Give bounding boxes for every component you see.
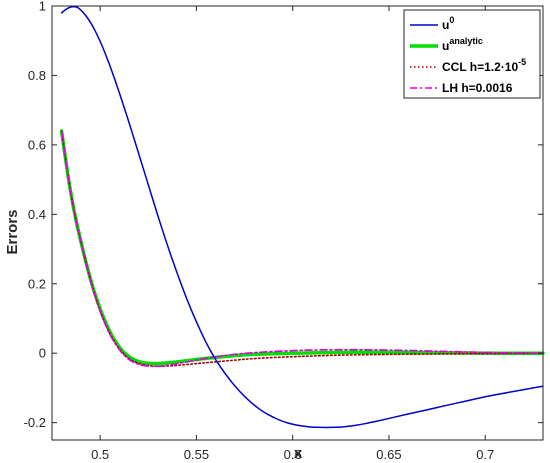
- legend: u0 uanalytic CCL h=1.2·10-5 LH h=0.0016: [403, 9, 541, 99]
- x-tick-label: 0.6: [284, 447, 302, 462]
- y-tick-label: 0.6: [28, 137, 46, 152]
- legend-label-1: uanalytic: [442, 36, 483, 53]
- y-axis-label: Errors: [4, 209, 21, 254]
- y-tick-label: 0.4: [28, 207, 46, 222]
- y-tick-label: 1: [39, 0, 46, 14]
- legend-label-3: LH h=0.0016: [442, 81, 513, 95]
- x-tick-label: 0.7: [476, 447, 494, 462]
- legend-label-2: CCL h=1.2·10-5: [442, 57, 526, 74]
- x-tick-label: 0.55: [184, 447, 209, 462]
- x-tick-label: 0.5: [91, 447, 109, 462]
- series-line-3: [60, 130, 544, 368]
- series-layer: [59, 5, 545, 429]
- x-tick-label: 0.65: [376, 447, 401, 462]
- x-axis-label: x: [294, 445, 303, 462]
- legend-label-0: u0: [442, 15, 454, 32]
- y-tick-label: -0.2: [24, 415, 46, 430]
- axes-box: [51, 5, 544, 441]
- y-tick-label: 0.8: [28, 68, 46, 83]
- series-line-0: [60, 5, 544, 429]
- y-tick-label: 0: [39, 346, 46, 361]
- y-tick-label: 0.2: [28, 276, 46, 291]
- axes: 0.5 0.55 0.6 0.65 0.7 -0.2 0 0.2 0.4 0.6 0.8 1: [24, 0, 544, 462]
